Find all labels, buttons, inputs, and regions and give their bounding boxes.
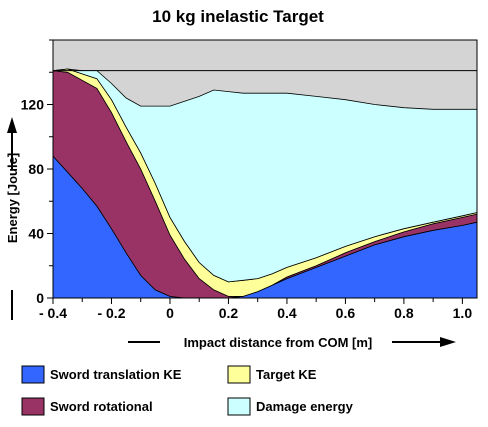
legend: Sword translation KE Target KE Sword rotat… [21, 365, 354, 416]
x-tick-label: - 0.4 [39, 305, 67, 321]
y-tick-label: 80 [28, 161, 44, 177]
x-axis-arrowhead [440, 337, 456, 347]
y-tick-label: 0 [36, 290, 44, 306]
y-tick-label: 120 [21, 97, 45, 113]
legend-label: Target KE [256, 367, 317, 382]
y-axis-arrowhead [7, 117, 17, 133]
legend-label: Damage energy [256, 399, 354, 414]
x-tick-label: 1.0 [453, 305, 473, 321]
legend-label: Sword rotational [50, 399, 153, 414]
x-tick-label: 0 [166, 305, 174, 321]
legend-label: Sword translation KE [50, 367, 182, 382]
x-tick-label: 0.6 [336, 305, 356, 321]
legend-swatch [21, 365, 45, 384]
x-tick-label: 0.8 [394, 305, 414, 321]
legend-swatch [227, 365, 251, 384]
plot-area [52, 39, 478, 299]
x-tick-label: 0.4 [277, 305, 297, 321]
legend-swatch [21, 397, 45, 416]
x-tick-label: - 0.2 [97, 305, 125, 321]
x-tick-label: 0.2 [219, 305, 239, 321]
axes: 0 40 80 120 - 0.4 - 0.2 0 0.2 0.4 0.6 0.8 1.0 Impact… [5, 39, 473, 350]
chart-title: 10 kg inelastic Target [152, 7, 324, 26]
y-axis-label: Energy [Joule] [5, 153, 20, 243]
legend-swatch [227, 397, 251, 416]
x-axis-label: Impact distance from COM [m] [184, 335, 373, 350]
y-tick-label: 40 [28, 226, 44, 242]
